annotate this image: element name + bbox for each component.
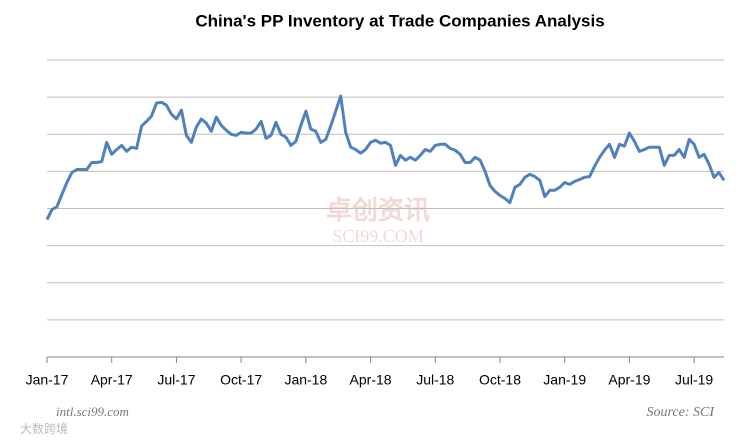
x-tick-label: Apr-17	[91, 372, 133, 388]
site-label: intl.sci99.com	[56, 404, 129, 419]
x-tick-label: Jul-18	[416, 372, 454, 388]
chart-title: China's PP Inventory at Trade Companies …	[195, 11, 604, 30]
data-line	[45, 94, 726, 221]
x-tick-label: Jan-19	[543, 372, 586, 388]
x-tick-label: Oct-18	[479, 372, 521, 388]
x-tick-label: Apr-19	[608, 372, 650, 388]
x-tick-label: Jan-17	[26, 372, 69, 388]
x-tick-label: Jul-19	[675, 372, 713, 388]
watermark: 卓创资讯	[326, 195, 430, 225]
x-tick-label: Jul-17	[157, 372, 195, 388]
watermark: SCI99.COM	[332, 226, 424, 246]
stamp: 大数跨境	[20, 421, 68, 436]
x-tick-label: Apr-18	[350, 372, 392, 388]
x-tick-label: Jan-18	[284, 372, 327, 388]
x-tick-label: Oct-17	[220, 372, 262, 388]
source-label: Source: SCI	[646, 405, 715, 420]
